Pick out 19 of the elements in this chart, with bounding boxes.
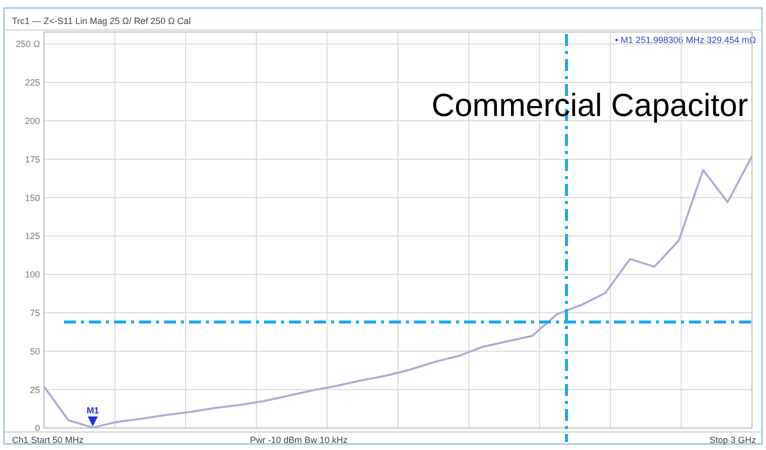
y-tick-label: 250 Ω: [16, 39, 40, 50]
y-tick-label: 150: [24, 192, 40, 203]
text: Commercial Capacitor: [431, 87, 748, 123]
line-series: [43, 155, 753, 429]
y-tick-label: 200: [24, 116, 40, 126]
text: Ch1 Start 50 MHz: [12, 435, 84, 445]
y-tick-label: 175: [24, 154, 40, 164]
text: Pwr -10 dBm Bw 10 kHz: [250, 435, 348, 445]
y-tick-label: 0: [34, 423, 40, 434]
text: Trc1 — Z<-S11 Lin Mag 25 Ω/ Ref 250 Ω Cal: [12, 16, 191, 26]
y-tick-label: 125: [24, 231, 40, 242]
y-tick-label: 25: [30, 384, 40, 395]
text: Stop 3 GHz: [709, 435, 756, 445]
y-tick-label: 75: [30, 308, 40, 318]
y-tick-label: 100: [24, 270, 40, 280]
y-tick-label: 50: [30, 346, 40, 356]
annotation: M1: [86, 406, 100, 416]
annotation: • M1 251.998306 MHz 329.454 mΩ: [615, 35, 756, 45]
y-tick-label: 225: [24, 78, 40, 88]
